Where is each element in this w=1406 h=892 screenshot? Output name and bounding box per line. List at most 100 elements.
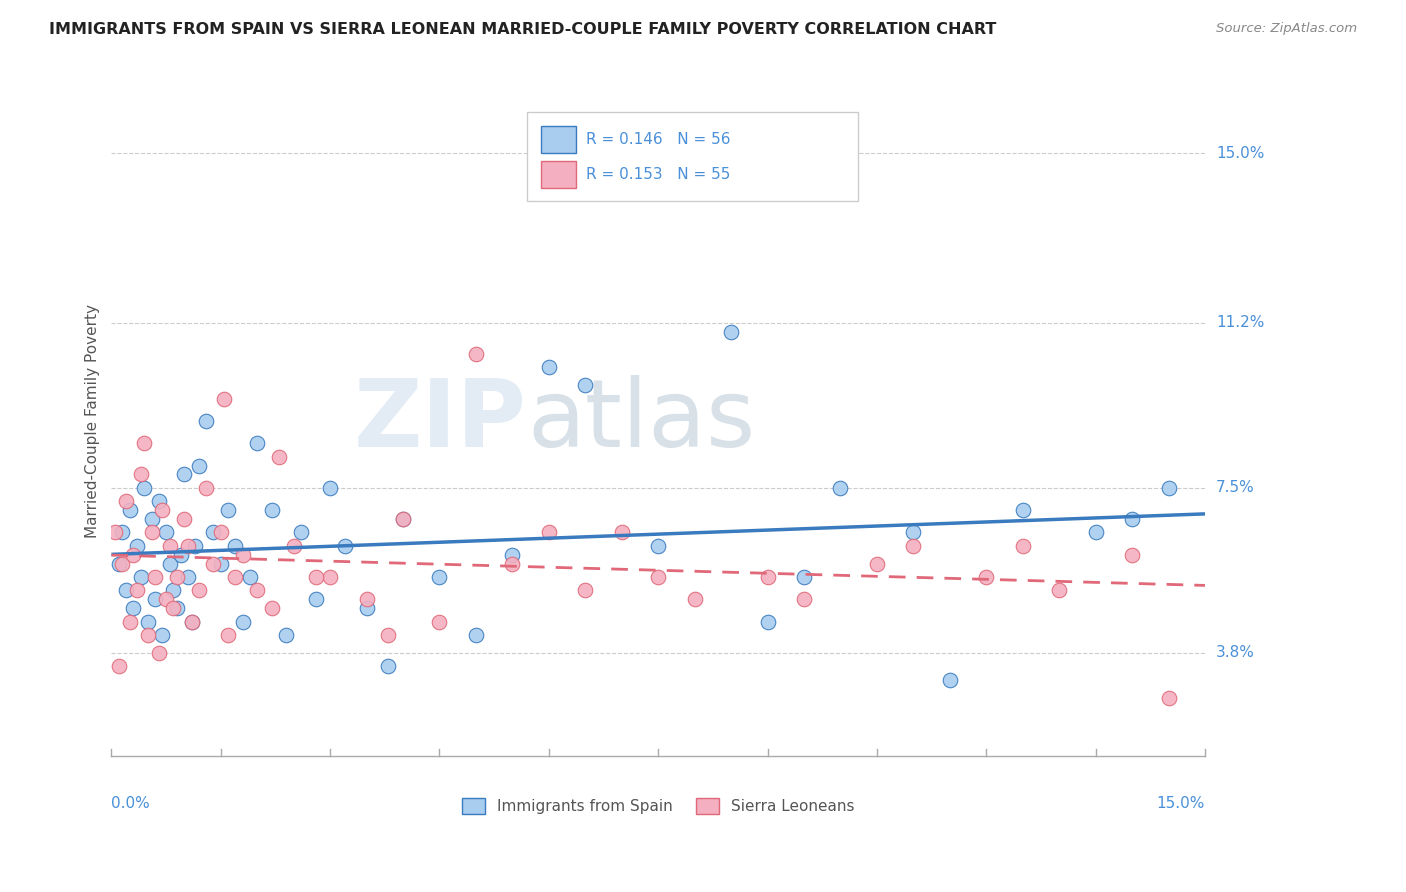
Point: [377, 628, 399, 642]
Point: [187, 458, 209, 473]
Point: [141, 525, 163, 540]
Point: [162, 601, 184, 615]
Point: [173, 512, 195, 526]
Point: [148, 494, 170, 508]
Text: atlas: atlas: [527, 375, 755, 467]
Point: [180, 615, 202, 629]
Point: [115, 494, 138, 508]
Point: [356, 592, 378, 607]
Text: 15.0%: 15.0%: [1216, 145, 1264, 161]
Point: [224, 539, 246, 553]
Point: [647, 539, 669, 553]
Point: [115, 583, 138, 598]
Point: [118, 615, 141, 629]
Point: [683, 592, 706, 607]
Point: [756, 615, 779, 629]
Point: [1157, 690, 1180, 705]
Legend: Immigrants from Spain, Sierra Leoneans: Immigrants from Spain, Sierra Leoneans: [454, 790, 862, 822]
Point: [169, 548, 191, 562]
Point: [141, 512, 163, 526]
Point: [1011, 503, 1033, 517]
Point: [1011, 539, 1033, 553]
Point: [239, 570, 262, 584]
Point: [537, 525, 560, 540]
Point: [260, 503, 283, 517]
Point: [202, 557, 225, 571]
Point: [224, 570, 246, 584]
Point: [1121, 548, 1143, 562]
Point: [107, 659, 129, 673]
Point: [159, 539, 181, 553]
Text: IMMIGRANTS FROM SPAIN VS SIERRA LEONEAN MARRIED-COUPLE FAMILY POVERTY CORRELATIO: IMMIGRANTS FROM SPAIN VS SIERRA LEONEAN …: [49, 22, 997, 37]
Point: [392, 512, 415, 526]
Text: 15.0%: 15.0%: [1157, 796, 1205, 811]
Point: [155, 525, 177, 540]
Point: [1157, 481, 1180, 495]
Point: [217, 628, 239, 642]
Point: [111, 557, 134, 571]
Point: [830, 481, 852, 495]
Point: [1047, 583, 1070, 598]
Point: [104, 525, 127, 540]
Point: [125, 539, 148, 553]
Point: [177, 570, 200, 584]
Point: [177, 539, 200, 553]
Text: 7.5%: 7.5%: [1216, 481, 1254, 495]
Text: 0.0%: 0.0%: [111, 796, 150, 811]
Point: [356, 601, 378, 615]
Point: [129, 467, 152, 482]
Point: [202, 525, 225, 540]
Point: [122, 601, 145, 615]
Point: [148, 646, 170, 660]
Text: R = 0.146   N = 56: R = 0.146 N = 56: [586, 132, 731, 146]
Point: [152, 628, 174, 642]
Point: [276, 628, 298, 642]
Point: [122, 548, 145, 562]
Point: [501, 557, 523, 571]
Text: Source: ZipAtlas.com: Source: ZipAtlas.com: [1216, 22, 1357, 36]
Point: [756, 570, 779, 584]
Point: [180, 615, 202, 629]
Point: [429, 570, 451, 584]
Point: [232, 615, 254, 629]
Point: [793, 592, 815, 607]
Text: R = 0.153   N = 55: R = 0.153 N = 55: [586, 168, 731, 182]
Text: ZIP: ZIP: [354, 375, 527, 467]
Text: 11.2%: 11.2%: [1216, 315, 1264, 330]
Point: [610, 525, 633, 540]
Point: [290, 525, 312, 540]
Point: [647, 570, 669, 584]
Point: [333, 539, 356, 553]
Point: [246, 436, 269, 450]
Point: [267, 450, 290, 464]
Y-axis label: Married-Couple Family Poverty: Married-Couple Family Poverty: [86, 304, 100, 538]
Point: [1121, 512, 1143, 526]
Point: [136, 628, 159, 642]
Point: [166, 601, 188, 615]
Point: [136, 615, 159, 629]
Point: [304, 570, 326, 584]
Point: [260, 601, 283, 615]
Point: [166, 570, 188, 584]
Point: [143, 570, 166, 584]
Point: [187, 583, 209, 598]
Point: [939, 673, 962, 687]
Point: [217, 503, 239, 517]
Point: [720, 325, 742, 339]
Point: [319, 481, 342, 495]
Point: [125, 583, 148, 598]
Point: [134, 481, 156, 495]
Point: [465, 628, 488, 642]
Point: [159, 557, 181, 571]
Point: [377, 659, 399, 673]
Point: [232, 548, 254, 562]
Point: [574, 378, 596, 392]
Point: [1084, 525, 1107, 540]
Point: [304, 592, 326, 607]
Point: [283, 539, 305, 553]
Text: 3.8%: 3.8%: [1216, 646, 1256, 660]
Point: [162, 583, 184, 598]
Point: [866, 557, 889, 571]
Point: [903, 539, 925, 553]
Point: [155, 592, 177, 607]
